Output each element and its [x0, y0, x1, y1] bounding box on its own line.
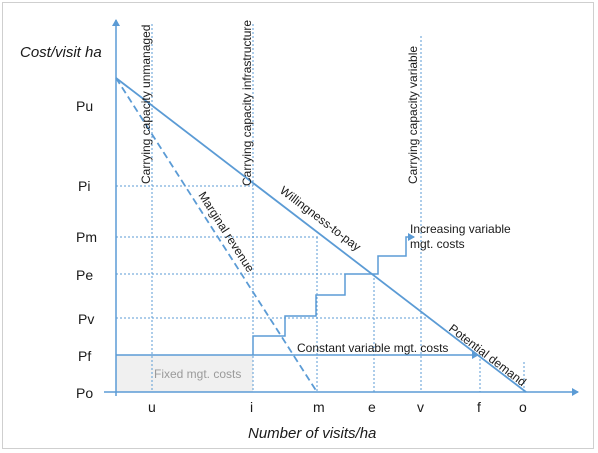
x-tick-o: o	[519, 399, 527, 415]
x-axis-title: Number of visits/ha	[248, 425, 376, 442]
demand-line	[115, 77, 527, 393]
cc-infrastructure-label: Carrying capacity infrastructure	[240, 20, 254, 186]
increasing-costs-label-1: Increasing variable	[410, 222, 511, 236]
fixed-costs-area	[116, 355, 253, 392]
y-tick-pf: Pf	[78, 348, 91, 364]
increasing-cost-arrowhead	[408, 233, 415, 241]
figure-frame	[2, 2, 594, 449]
x-tick-m: m	[313, 399, 325, 415]
constant-costs-label: Constant variable mgt. costs	[297, 341, 448, 355]
marginal-revenue-line	[115, 77, 318, 393]
horizontal-guides	[116, 185, 430, 319]
y-tick-pe: Pe	[76, 267, 93, 283]
x-tick-i: i	[250, 399, 253, 415]
marginal-revenue-label: Marginal revenue	[195, 189, 257, 275]
cc-unmanaged-label: Carrying capacity unmanaged	[139, 25, 153, 184]
x-tick-f: f	[477, 399, 481, 415]
x-tick-u: u	[148, 399, 156, 415]
y-tick-po: Po	[76, 385, 93, 401]
y-tick-pm: Pm	[76, 229, 97, 245]
willingness-label: Willingness-to-pay	[277, 183, 363, 254]
y-tick-pu: Pu	[76, 98, 93, 114]
y-tick-pv: Pv	[78, 311, 94, 327]
x-tick-e: e	[368, 399, 376, 415]
y-tick-pi: Pi	[78, 178, 90, 194]
x-tick-v: v	[417, 399, 424, 415]
y-axis-title: Cost/visit ha	[20, 44, 102, 61]
cc-variable-label: Carrying capacity variable	[406, 46, 420, 184]
increasing-costs-label-2: mgt. costs	[410, 237, 465, 251]
vertical-guides	[151, 24, 525, 392]
fixed-costs-label: Fixed mgt. costs	[154, 367, 241, 381]
increasing-cost-steps	[252, 236, 414, 355]
